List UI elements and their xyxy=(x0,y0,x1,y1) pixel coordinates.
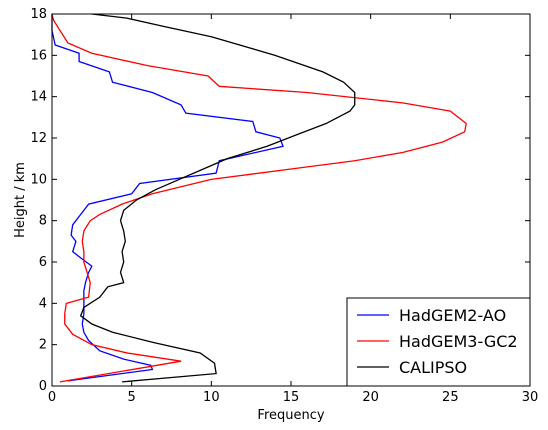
y-tick-label: 18 xyxy=(30,7,47,22)
x-tick-label: 15 xyxy=(283,390,300,405)
y-axis-label: Height / km xyxy=(13,162,28,238)
x-axis-label: Frequency xyxy=(257,408,324,423)
x-tick-label: 30 xyxy=(522,390,539,405)
y-tick-label: 6 xyxy=(39,255,47,270)
y-tick-label: 12 xyxy=(30,131,47,146)
y-tick-label: 0 xyxy=(39,379,47,394)
y-tick-label: 16 xyxy=(30,48,47,63)
x-tick-label: 20 xyxy=(362,390,379,405)
y-tick-label: 10 xyxy=(30,172,47,187)
x-tick-label: 25 xyxy=(442,390,459,405)
legend-label: HadGEM2-AO xyxy=(399,306,506,325)
legend-box xyxy=(346,297,531,387)
series-line xyxy=(51,13,467,383)
legend: HadGEM2-AO HadGEM3-GC2 CALIPSO xyxy=(346,297,531,387)
series-line xyxy=(51,14,284,382)
series-line xyxy=(79,13,356,383)
y-tick-label: 4 xyxy=(39,296,47,311)
y-tick-label: 8 xyxy=(39,214,47,229)
x-tick-label: 0 xyxy=(48,390,56,405)
legend-label: CALIPSO xyxy=(399,358,467,377)
y-tick-label: 14 xyxy=(30,90,47,105)
x-tick-label: 10 xyxy=(203,390,220,405)
legend-label: HadGEM3-GC2 xyxy=(399,332,518,351)
x-tick-label: 5 xyxy=(128,390,136,405)
plot-frame xyxy=(51,13,531,387)
y-tick-label: 2 xyxy=(39,338,47,353)
